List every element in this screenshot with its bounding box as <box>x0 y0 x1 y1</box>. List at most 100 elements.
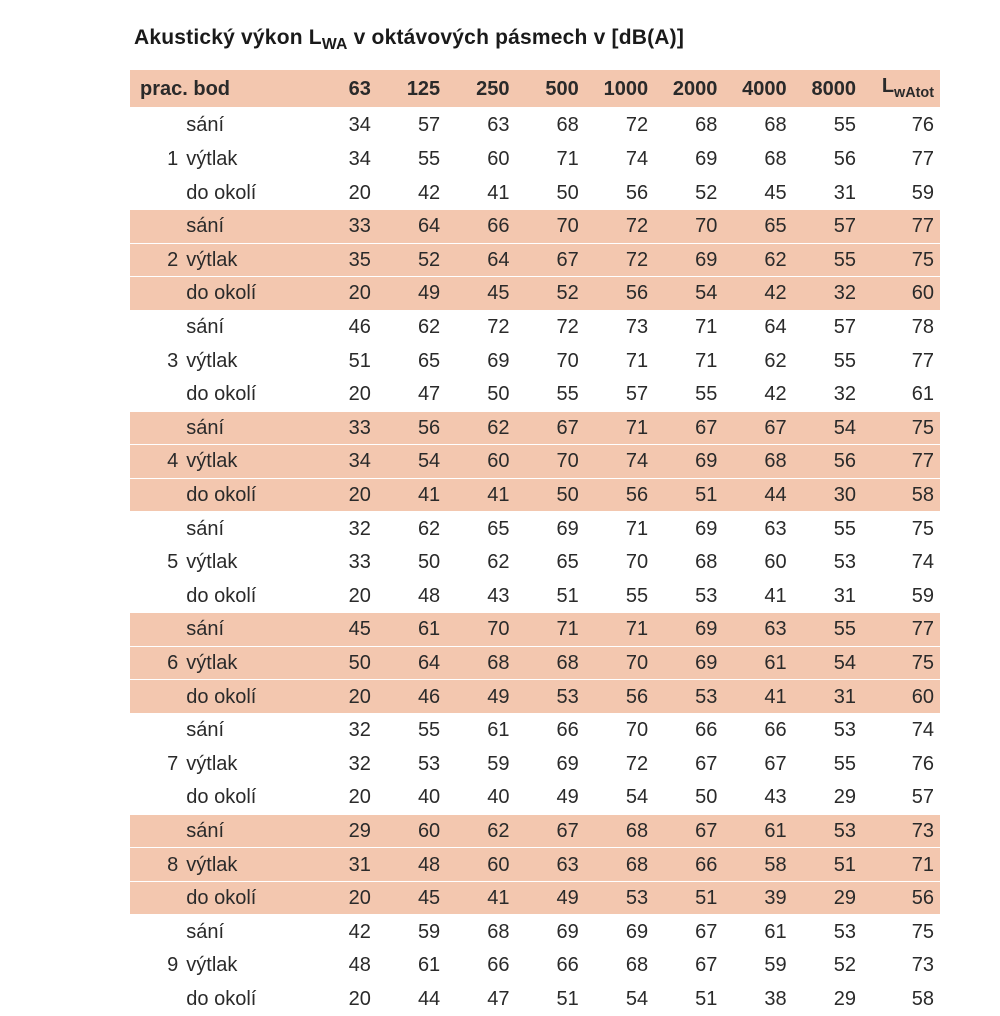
group-index <box>130 108 186 142</box>
cell-value: 32 <box>308 713 377 747</box>
table-row: sání456170717169635577 <box>130 613 940 647</box>
cell-value: 61 <box>723 646 792 680</box>
cell-value: 67 <box>723 411 792 445</box>
cell-value: 54 <box>585 982 654 1016</box>
cell-value: 69 <box>654 243 723 277</box>
cell-value: 63 <box>446 108 515 142</box>
table-row: 6výtlak506468687069615475 <box>130 646 940 680</box>
cell-value: 69 <box>515 512 584 546</box>
row-label: sání <box>186 613 307 647</box>
cell-value: 45 <box>308 613 377 647</box>
header-freq: 1000 <box>585 69 654 108</box>
cell-value: 55 <box>377 713 446 747</box>
cell-value: 65 <box>377 344 446 378</box>
cell-value: 59 <box>446 747 515 781</box>
cell-value: 41 <box>377 478 446 512</box>
cell-value: 34 <box>308 445 377 479</box>
group-index <box>130 713 186 747</box>
cell-value: 39 <box>723 881 792 915</box>
cell-value: 74 <box>585 445 654 479</box>
cell-value: 32 <box>308 747 377 781</box>
cell-value: 49 <box>515 781 584 815</box>
table-row: sání335662677167675475 <box>130 411 940 445</box>
cell-value: 66 <box>723 713 792 747</box>
cell-value: 20 <box>308 982 377 1016</box>
cell-value: 45 <box>723 176 792 210</box>
group-index <box>130 814 186 848</box>
cell-total: 76 <box>862 108 940 142</box>
cell-value: 51 <box>654 478 723 512</box>
cell-value: 60 <box>377 814 446 848</box>
cell-value: 63 <box>723 613 792 647</box>
cell-value: 62 <box>723 243 792 277</box>
group-index: 8 <box>130 848 186 882</box>
cell-total: 73 <box>862 814 940 848</box>
cell-value: 68 <box>585 848 654 882</box>
cell-value: 72 <box>585 747 654 781</box>
cell-value: 41 <box>723 579 792 613</box>
cell-value: 64 <box>446 243 515 277</box>
row-label: sání <box>186 108 307 142</box>
cell-value: 56 <box>793 445 862 479</box>
cell-value: 74 <box>585 142 654 176</box>
cell-value: 62 <box>446 411 515 445</box>
row-label: do okolí <box>186 377 307 411</box>
row-label: výtlak <box>186 344 307 378</box>
cell-value: 56 <box>585 277 654 311</box>
cell-value: 53 <box>377 747 446 781</box>
cell-value: 54 <box>793 646 862 680</box>
row-label: do okolí <box>186 781 307 815</box>
cell-value: 67 <box>515 243 584 277</box>
table-row: sání336466707270655777 <box>130 209 940 243</box>
cell-total: 74 <box>862 545 940 579</box>
cell-total: 75 <box>862 411 940 445</box>
cell-value: 56 <box>585 680 654 714</box>
row-label: do okolí <box>186 579 307 613</box>
row-label: výtlak <box>186 848 307 882</box>
row-label: sání <box>186 209 307 243</box>
cell-value: 31 <box>793 680 862 714</box>
group-index: 2 <box>130 243 186 277</box>
cell-value: 73 <box>585 310 654 344</box>
cell-value: 61 <box>446 713 515 747</box>
group-index <box>130 176 186 210</box>
row-label: sání <box>186 310 307 344</box>
cell-value: 65 <box>446 512 515 546</box>
cell-total: 77 <box>862 445 940 479</box>
cell-value: 72 <box>446 310 515 344</box>
cell-value: 66 <box>515 713 584 747</box>
cell-value: 66 <box>654 713 723 747</box>
cell-value: 60 <box>446 848 515 882</box>
cell-value: 70 <box>585 646 654 680</box>
cell-value: 68 <box>585 814 654 848</box>
cell-value: 70 <box>515 344 584 378</box>
header-total: LwAtot <box>862 69 940 108</box>
cell-value: 56 <box>377 411 446 445</box>
table-row: do okolí204843515553413159 <box>130 579 940 613</box>
cell-value: 50 <box>308 646 377 680</box>
cell-value: 20 <box>308 478 377 512</box>
cell-value: 67 <box>654 411 723 445</box>
cell-value: 20 <box>308 881 377 915</box>
cell-value: 67 <box>515 814 584 848</box>
cell-value: 55 <box>585 579 654 613</box>
cell-value: 53 <box>793 545 862 579</box>
cell-value: 66 <box>446 209 515 243</box>
cell-value: 69 <box>654 613 723 647</box>
cell-value: 54 <box>654 277 723 311</box>
cell-total: 76 <box>862 747 940 781</box>
cell-value: 64 <box>377 646 446 680</box>
header-freq: 8000 <box>793 69 862 108</box>
cell-value: 70 <box>585 713 654 747</box>
cell-value: 55 <box>654 377 723 411</box>
group-index <box>130 277 186 311</box>
cell-total: 56 <box>862 881 940 915</box>
cell-value: 71 <box>585 512 654 546</box>
cell-value: 50 <box>377 545 446 579</box>
cell-total: 77 <box>862 209 940 243</box>
table-row: do okolí204141505651443058 <box>130 478 940 512</box>
cell-value: 70 <box>515 445 584 479</box>
cell-value: 31 <box>793 176 862 210</box>
cell-value: 38 <box>723 982 792 1016</box>
row-label: sání <box>186 411 307 445</box>
